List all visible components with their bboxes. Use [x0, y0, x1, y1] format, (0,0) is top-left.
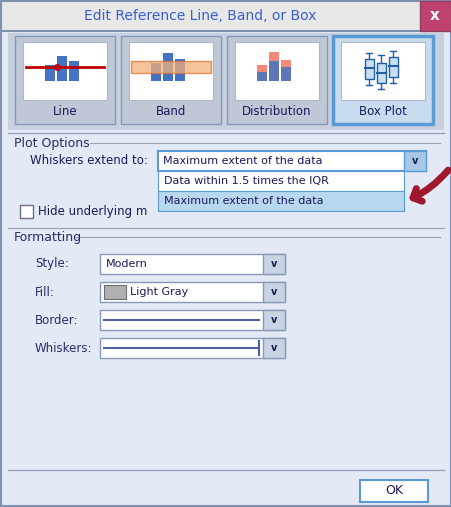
Bar — [175, 59, 184, 81]
Bar — [262, 338, 285, 358]
Bar — [100, 282, 285, 302]
Bar — [104, 285, 126, 299]
Text: Box Plot: Box Plot — [358, 105, 406, 118]
Text: Fill:: Fill: — [35, 285, 55, 299]
Text: Border:: Border: — [35, 313, 78, 327]
Bar — [129, 42, 212, 100]
Bar — [20, 205, 33, 218]
Bar — [158, 171, 403, 191]
Bar — [376, 63, 385, 83]
Text: v: v — [270, 287, 276, 297]
Bar — [388, 57, 397, 77]
Text: Hide underlying m: Hide underlying m — [38, 205, 147, 219]
Bar — [359, 480, 427, 502]
Text: Maximum extent of the data: Maximum extent of the data — [164, 196, 323, 206]
Bar — [262, 310, 285, 330]
Bar — [281, 67, 290, 81]
Bar — [419, 1, 450, 31]
Text: v: v — [270, 259, 276, 269]
Text: Plot Options: Plot Options — [14, 136, 89, 150]
Bar — [1, 1, 450, 31]
Bar — [151, 63, 161, 81]
Bar — [257, 65, 267, 81]
Bar — [340, 42, 424, 100]
Text: v: v — [270, 343, 276, 353]
Bar — [158, 191, 403, 211]
Bar — [131, 61, 211, 73]
Text: Data within 1.5 times the IQR: Data within 1.5 times the IQR — [164, 176, 328, 186]
Text: Edit Reference Line, Band, or Box: Edit Reference Line, Band, or Box — [83, 9, 316, 23]
Bar — [257, 72, 267, 81]
Bar — [268, 52, 278, 81]
Text: Maximum extent of the data: Maximum extent of the data — [163, 156, 322, 166]
Text: Formatting: Formatting — [14, 231, 82, 243]
Text: Line: Line — [53, 105, 77, 118]
Bar — [281, 60, 290, 81]
Text: Band: Band — [156, 105, 186, 118]
Text: OK: OK — [384, 485, 402, 497]
Text: v: v — [411, 156, 417, 166]
Bar — [163, 53, 173, 81]
Text: Distribution: Distribution — [242, 105, 311, 118]
Bar — [332, 36, 432, 124]
Bar — [45, 65, 55, 81]
Bar — [121, 36, 221, 124]
Text: Whiskers:: Whiskers: — [35, 342, 92, 354]
Bar — [15, 36, 115, 124]
Text: Light Gray: Light Gray — [130, 287, 188, 297]
Text: Style:: Style: — [35, 258, 69, 271]
Bar — [262, 282, 285, 302]
Text: Modern: Modern — [106, 259, 147, 269]
Bar — [100, 338, 285, 358]
Bar — [403, 151, 425, 171]
Bar — [158, 151, 425, 171]
Bar — [69, 61, 79, 81]
Text: v: v — [270, 315, 276, 325]
Bar — [262, 254, 285, 274]
Text: Whiskers extend to:: Whiskers extend to: — [30, 154, 147, 166]
Bar — [8, 33, 443, 130]
Bar — [235, 42, 318, 100]
Bar — [268, 61, 278, 81]
Bar — [100, 310, 285, 330]
Bar — [23, 42, 107, 100]
Bar — [364, 59, 373, 79]
Bar — [57, 56, 67, 81]
Bar — [100, 254, 285, 274]
Bar — [226, 36, 326, 124]
Text: x: x — [429, 8, 439, 22]
